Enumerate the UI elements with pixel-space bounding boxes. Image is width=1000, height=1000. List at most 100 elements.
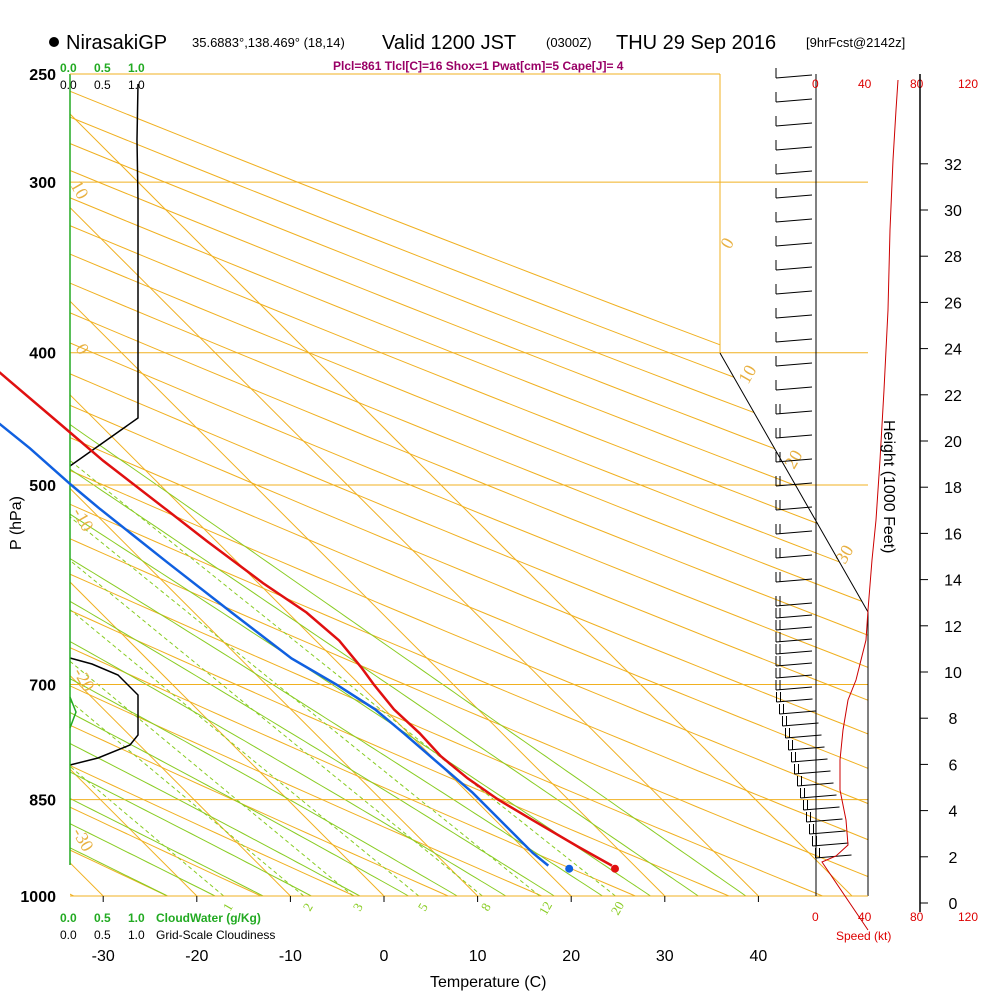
speed-panel: 0 40 80 120 0 40 80 120 Speed (kt)	[812, 74, 978, 943]
cw-tick-bottom-2: 1.0	[128, 911, 145, 925]
wind-barb-staff	[812, 842, 849, 847]
wind-barb-staff	[775, 614, 813, 619]
temperature-tick-label: -30	[92, 948, 115, 965]
temperature-tick-label: -10	[279, 948, 302, 965]
mixing-ratio-line	[70, 352, 305, 896]
wind-barb	[775, 356, 813, 367]
isotherm-label: -30	[69, 824, 98, 855]
moist-adiabat-line	[70, 74, 273, 896]
cl-tick-top-1: 0.5	[94, 78, 111, 92]
height-tick-label: 32	[944, 157, 962, 174]
mixing-ratio-label: 12	[536, 899, 555, 918]
wind-barb	[775, 620, 813, 631]
wind-barb	[806, 812, 843, 823]
isotherm-line	[70, 74, 478, 896]
wind-barb	[775, 632, 813, 643]
wind-barb	[775, 668, 813, 679]
temperature-axis: Temperature (C) -30 -20 -10 0 10 20 30 40	[92, 896, 767, 991]
pressure-tick-label: 850	[29, 793, 56, 810]
tropopause-boundary	[719, 352, 869, 896]
dry-adiabat-line	[70, 74, 868, 896]
cl-tick-bottom-1: 0.5	[94, 928, 111, 942]
wind-barb-staff	[775, 434, 813, 439]
isotherm-label: 0	[716, 234, 738, 252]
mixing-ratio-label: 5	[415, 900, 431, 913]
wind-barb	[775, 596, 813, 607]
isotherm-line	[70, 74, 385, 896]
moist-adiabat-line	[70, 74, 554, 896]
temperature-profile-line	[0, 371, 613, 867]
speed-tick-top-1: 40	[858, 77, 872, 91]
wind-barb	[775, 656, 813, 667]
wind-barb	[775, 284, 813, 295]
pressure-tick-label: 300	[29, 175, 56, 192]
isotherm-label: -20	[70, 664, 99, 695]
speed-tick-top-3: 120	[958, 77, 978, 91]
isotherm-label: -10	[69, 504, 98, 535]
cl-tick-top-2: 1.0	[128, 78, 145, 92]
temperature-axis-label: Temperature (C)	[430, 974, 546, 991]
cloudwater-line	[69, 696, 77, 729]
dry-adiabat-line	[70, 74, 868, 896]
wind-barb	[775, 68, 813, 79]
height-tick-label: 16	[944, 526, 962, 543]
height-tick-label: 30	[944, 203, 962, 220]
wind-barb	[775, 572, 813, 583]
wind-barb-staff	[803, 806, 840, 811]
isotherm-label: 0	[72, 340, 94, 358]
wind-barb-staff	[775, 554, 813, 559]
wind-barb	[775, 92, 813, 103]
wind-barb-staff	[775, 626, 813, 631]
dry-adiabat-line	[70, 74, 868, 896]
utc-time: (0300Z)	[546, 35, 592, 50]
date: THU 29 Sep 2016	[616, 32, 776, 54]
wind-barb	[775, 236, 813, 247]
wind-barb-staff	[775, 314, 813, 319]
height-tick-label: 26	[944, 295, 962, 312]
cl-tick-bottom-2: 1.0	[128, 928, 145, 942]
wind-barb-staff	[775, 266, 813, 271]
wind-barb	[775, 404, 813, 415]
dry-adiabat-line	[70, 74, 420, 896]
wind-barb-staff	[794, 770, 831, 775]
wind-barb	[775, 164, 813, 175]
cw-tick-top-2: 1.0	[128, 61, 145, 75]
wind-barb-staff	[775, 506, 813, 511]
moist-adiabat-line	[70, 74, 648, 896]
speed-tick-top-2: 80	[910, 77, 924, 91]
wind-barb-staff	[806, 818, 843, 823]
wind-barb-staff	[815, 854, 852, 859]
wind-barb-staff	[775, 194, 813, 199]
temperature-tick-label: -20	[185, 948, 208, 965]
cw-tick-bottom-1: 0.5	[94, 911, 111, 925]
wind-barb	[800, 788, 837, 799]
wind-barb	[775, 380, 813, 391]
isobars	[70, 73, 868, 897]
valid-time: Valid 1200 JST	[382, 32, 516, 54]
cl-tick-bottom-0: 0.0	[60, 928, 77, 942]
dry-adiabat-line	[70, 74, 704, 896]
wind-barb	[775, 680, 813, 691]
wind-barb	[779, 704, 816, 715]
dry-adiabat-line	[70, 74, 868, 896]
top-legend-ticks: 0.0 0.5 1.0 0.0 0.5 1.0	[60, 61, 145, 92]
moist-adiabat-line	[70, 74, 507, 896]
cw-tick-top-1: 0.5	[94, 61, 111, 75]
height-tick-label: 20	[944, 434, 962, 451]
dry-adiabat-line	[70, 74, 868, 896]
height-tick-label: 14	[944, 573, 962, 590]
speed-tick-bottom-0: 0	[812, 910, 819, 924]
wind-barb-staff	[775, 146, 813, 151]
wind-barb	[782, 716, 819, 727]
wind-barb	[775, 260, 813, 271]
mixing-ratio-label: 20	[608, 899, 627, 918]
wind-barb-staff	[775, 602, 813, 607]
wind-barb-staff	[775, 674, 813, 679]
wind-barb	[815, 848, 852, 859]
wind-barb	[812, 836, 849, 847]
mixing-ratio-line	[70, 352, 420, 896]
pressure-tick-label: 500	[29, 478, 56, 495]
dry-adiabat-line	[70, 74, 868, 896]
cloudwater-label: CloudWater (g/Kg)	[156, 911, 261, 925]
cl-tick-top-0: 0.0	[60, 78, 77, 92]
